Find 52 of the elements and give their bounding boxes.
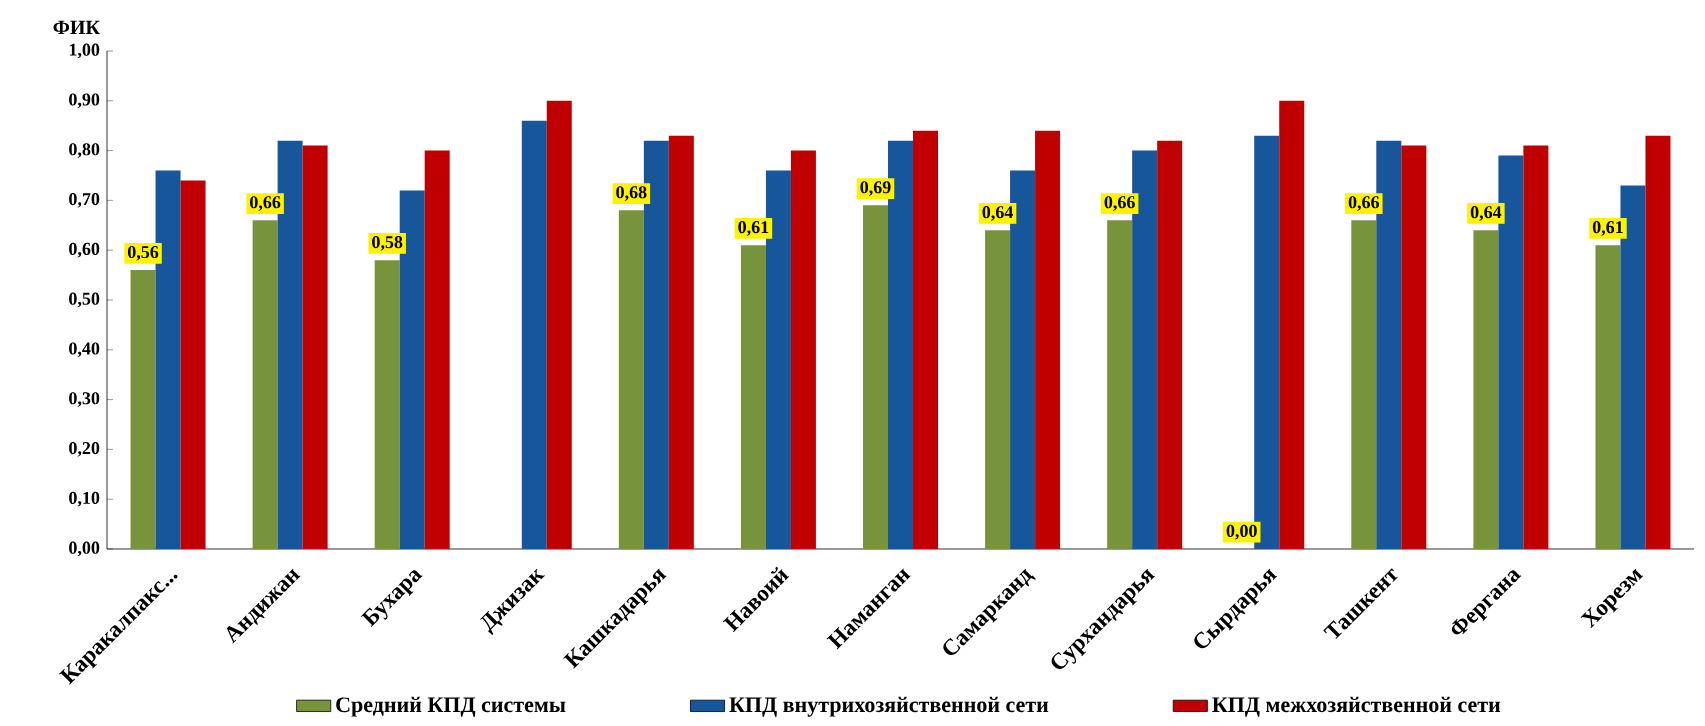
data-label: 0,64	[1470, 206, 1502, 221]
data-label: 0,68	[616, 186, 647, 201]
data-label: 0,61	[738, 221, 769, 236]
bar	[1473, 230, 1499, 549]
bar	[1523, 145, 1549, 549]
y-tick-label: 0,20	[69, 442, 100, 457]
data-label: 0,61	[1592, 221, 1623, 236]
data-label: 0,69	[860, 181, 891, 196]
bar	[1351, 220, 1377, 549]
bar	[668, 135, 694, 549]
bar	[521, 120, 547, 549]
legend-label: КПД межхозяйственной сети	[1212, 696, 1501, 717]
y-tick-label: 0,00	[69, 541, 100, 557]
bar	[913, 130, 939, 549]
bar	[424, 150, 450, 549]
bar	[130, 270, 156, 549]
y-tick-label: 0,10	[69, 491, 100, 507]
y-tick-label: 1,00	[69, 43, 100, 59]
y-axis-title: ФИК	[53, 20, 100, 34]
bar	[618, 210, 644, 549]
bar	[546, 100, 572, 549]
y-tick-label: 0,40	[69, 342, 100, 358]
bar	[1157, 140, 1183, 549]
bar	[252, 220, 278, 549]
bar	[985, 230, 1011, 549]
legend-label: Средний КПД системы	[336, 696, 566, 717]
y-tick-label: 0,90	[69, 93, 100, 109]
data-label: 0,66	[1348, 196, 1380, 211]
y-tick-label: 0,30	[69, 392, 100, 407]
y-tick-label: 0,50	[69, 292, 100, 308]
bar	[1645, 135, 1671, 549]
data-label: 0,56	[127, 245, 159, 261]
data-label: 0,64	[982, 206, 1013, 221]
bar	[1035, 130, 1061, 549]
y-tick-label: 0,80	[69, 143, 100, 158]
data-label: 0,66	[1104, 196, 1135, 211]
legend-label: КПД внутрихозяйственной сети	[729, 696, 1049, 717]
data-label: 0,66	[250, 196, 281, 211]
bar	[1279, 100, 1305, 549]
bar	[863, 205, 888, 549]
bar	[374, 260, 400, 549]
bar	[790, 150, 816, 549]
bar	[1107, 220, 1133, 549]
bar	[1401, 145, 1427, 549]
bar	[1595, 245, 1621, 549]
bar	[740, 245, 766, 549]
y-tick-label: 0,60	[69, 242, 100, 258]
bar	[302, 145, 328, 549]
bar	[180, 180, 206, 549]
data-label: 0,58	[372, 235, 403, 251]
y-tick-label: 0,70	[69, 193, 100, 208]
data-label: 0,00	[1226, 524, 1257, 540]
